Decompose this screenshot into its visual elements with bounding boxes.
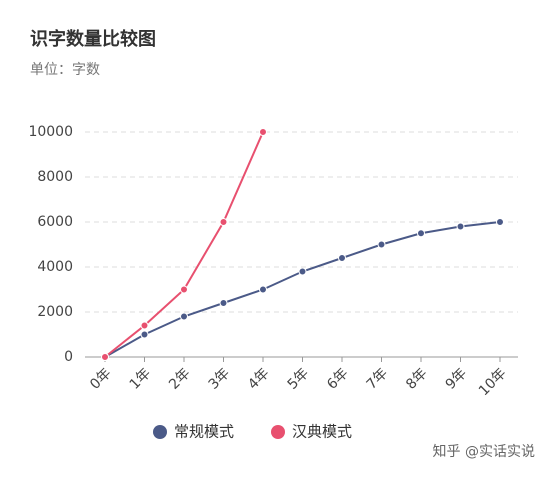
chart-title: 识字数量比较图 [30, 28, 156, 50]
y-tick-label: 4000 [37, 259, 73, 275]
data-point [140, 321, 149, 330]
legend-marker [271, 425, 285, 439]
x-tick-label: 2年 [166, 365, 194, 393]
x-tick-label: 1年 [127, 365, 155, 393]
data-point [259, 285, 267, 294]
watermark: 知乎 @实话实说 [433, 443, 535, 460]
data-point [456, 222, 465, 231]
data-point [298, 267, 307, 276]
y-tick-label: 2000 [37, 304, 73, 320]
x-tick-label: 8年 [403, 365, 431, 393]
data-point [377, 240, 386, 249]
x-tick-label: 3年 [206, 365, 234, 393]
data-point [496, 218, 504, 226]
x-tick-label: 7年 [364, 365, 392, 393]
data-point [338, 254, 346, 262]
chart-subtitle: 单位：字数 [30, 62, 100, 78]
data-point [140, 330, 149, 339]
legend-marker [153, 425, 167, 439]
legend-label: 常规模式 [174, 423, 234, 441]
y-tick-label: 10000 [28, 124, 73, 140]
legend-label: 汉典模式 [292, 423, 352, 441]
data-point [180, 285, 188, 294]
x-tick-label: 10年 [476, 365, 510, 399]
x-tick-label: 5年 [285, 365, 313, 393]
data-point [259, 128, 267, 136]
series-line [104, 131, 264, 358]
data-point [101, 353, 109, 361]
y-tick-label: 8000 [37, 169, 73, 185]
y-tick-label: 0 [64, 349, 73, 365]
x-tick-label: 9年 [443, 365, 471, 393]
x-tick-label: 4年 [245, 365, 273, 393]
data-point [417, 229, 425, 238]
x-tick-label: 6年 [324, 365, 352, 393]
x-tick-label: 0年 [87, 365, 115, 393]
data-point [219, 218, 228, 226]
series-line [104, 221, 501, 358]
data-point [180, 312, 188, 321]
data-point [219, 299, 228, 307]
y-tick-label: 6000 [37, 214, 73, 230]
